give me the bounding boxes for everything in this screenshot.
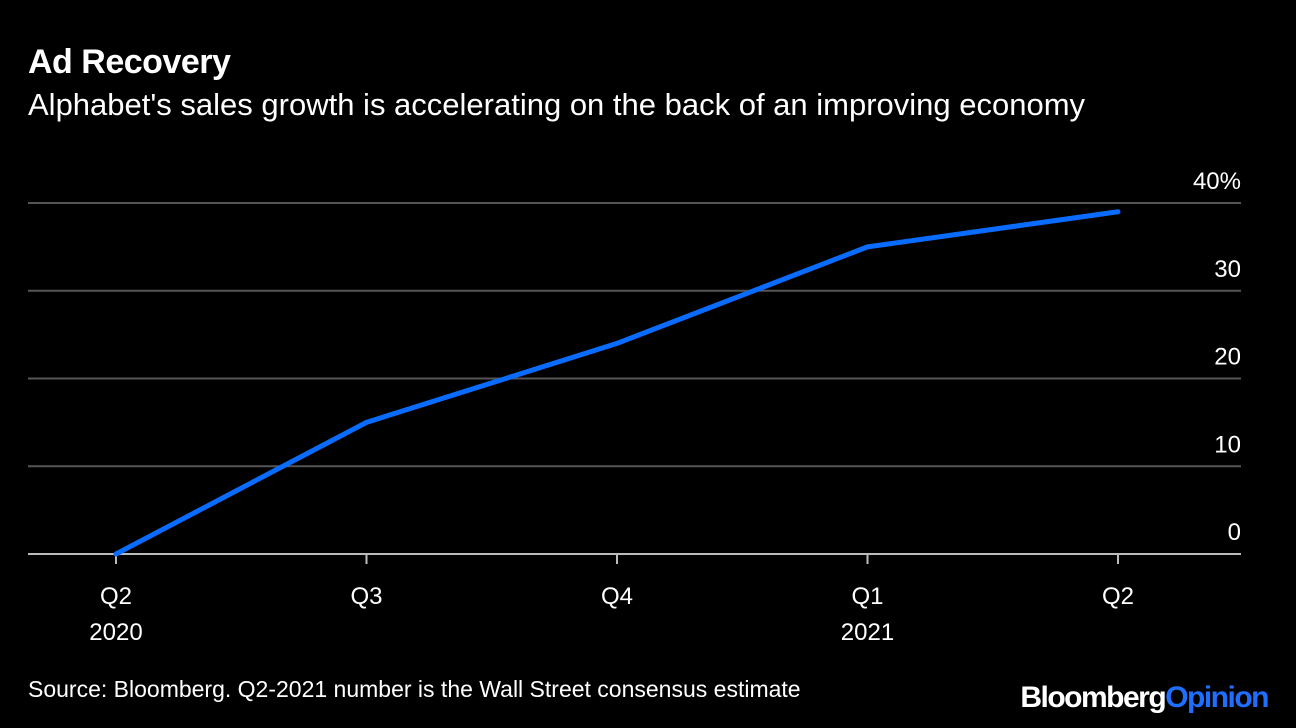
y-tick-label: 30 xyxy=(1214,256,1241,283)
chart-title: Ad Recovery xyxy=(28,43,231,81)
y-tick-label: 20 xyxy=(1214,344,1241,371)
brand-logo-part1: Bloomberg xyxy=(1020,681,1166,714)
y-tick-label: 10 xyxy=(1214,431,1241,458)
x-tick-label: Q2 xyxy=(1102,583,1134,610)
series-line xyxy=(113,209,1121,557)
brand-logo: BloombergOpinion xyxy=(1020,680,1269,716)
x-tick-year-label: 2021 xyxy=(841,619,894,646)
chart-subtitle: Alphabet's sales growth is accelerating … xyxy=(28,87,1086,122)
x-tick-label: Q1 xyxy=(851,583,883,610)
x-tick-label: Q2 xyxy=(100,583,132,610)
line-chart: 0 10 20 30 40% Q2 2020 Q3 Q4 Q1 2021 Q2 xyxy=(28,168,1241,646)
x-tick-label: Q4 xyxy=(601,583,633,610)
source-note: Source: Bloomberg. Q2-2021 number is the… xyxy=(28,676,801,702)
x-tick-year-label: 2020 xyxy=(89,619,142,646)
brand-logo-part2: Opinion xyxy=(1165,681,1269,714)
x-tick-label: Q3 xyxy=(350,583,382,610)
y-tick-label: 40% xyxy=(1193,168,1241,195)
y-tick-label: 0 xyxy=(1228,519,1241,546)
